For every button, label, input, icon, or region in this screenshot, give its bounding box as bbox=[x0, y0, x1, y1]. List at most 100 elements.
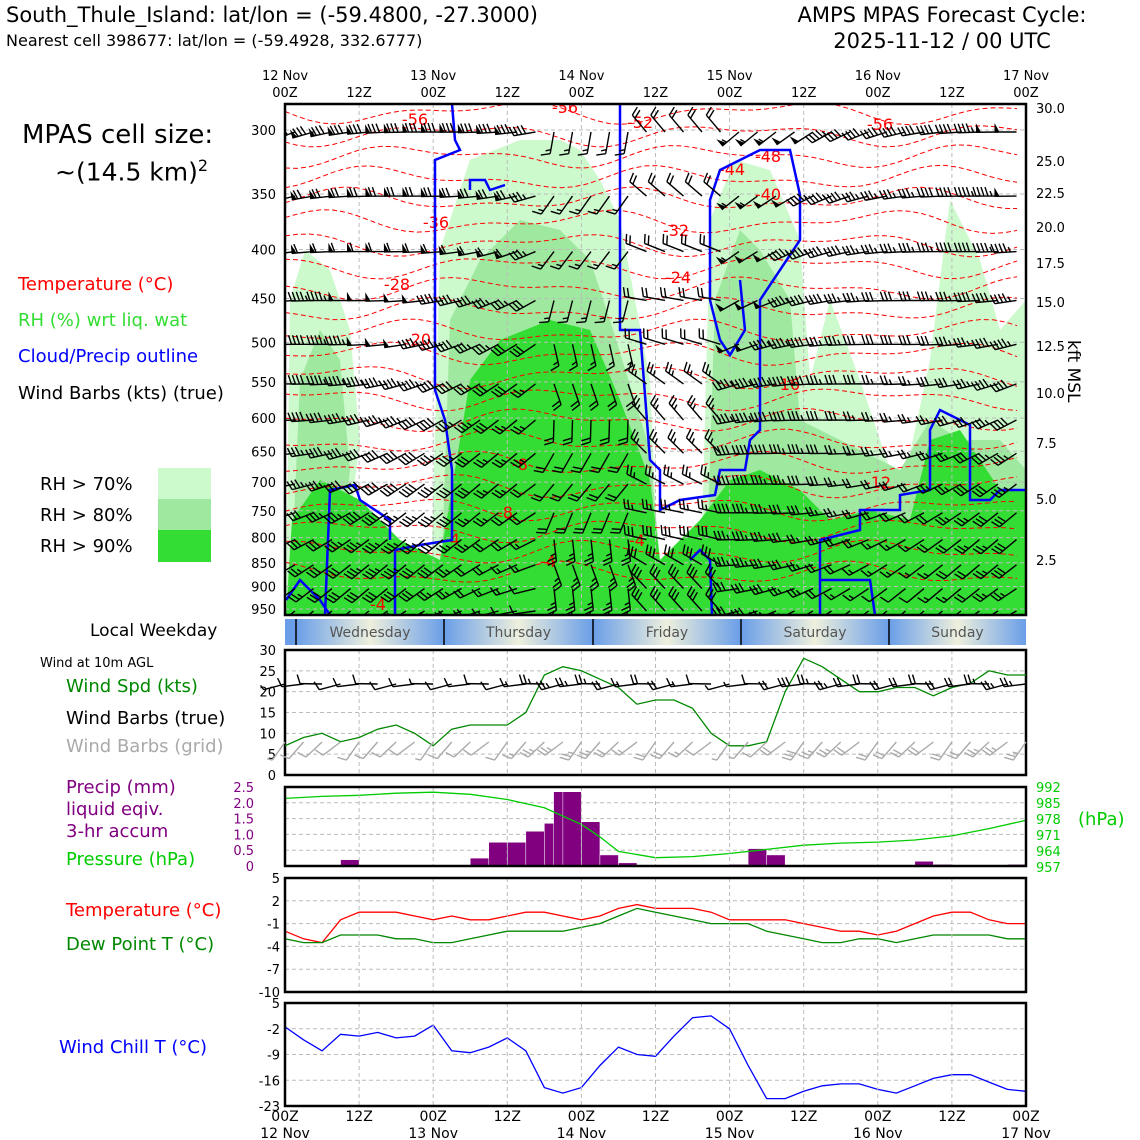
barb-full bbox=[668, 394, 675, 404]
barb-flag bbox=[975, 123, 982, 133]
barb-full bbox=[293, 538, 302, 547]
barb-full bbox=[337, 756, 347, 761]
barb-full bbox=[299, 374, 305, 385]
barb-half bbox=[587, 601, 593, 606]
upper-wind-barb bbox=[733, 342, 758, 353]
barb-full bbox=[590, 584, 599, 592]
barb-full bbox=[379, 489, 389, 497]
upper-wind-barb bbox=[822, 191, 851, 204]
barb-half bbox=[942, 596, 948, 601]
temp-tick-label: -7 bbox=[267, 963, 280, 978]
barb-flag bbox=[290, 244, 297, 254]
barb-staff bbox=[439, 195, 462, 198]
barb-full bbox=[828, 444, 833, 455]
barb-full bbox=[861, 374, 866, 385]
barb-full bbox=[826, 537, 834, 546]
barb-full bbox=[311, 189, 317, 199]
barb-half bbox=[784, 297, 790, 303]
barb-full bbox=[380, 548, 390, 555]
barb-full bbox=[494, 425, 504, 432]
barb-full bbox=[655, 591, 661, 601]
upper-axes: 3003504004505005506006507007508008509009… bbox=[251, 69, 1065, 618]
barb-full bbox=[823, 566, 831, 575]
barb-full bbox=[760, 338, 767, 348]
barb-full bbox=[441, 341, 449, 350]
barb-full bbox=[994, 545, 1004, 552]
barb-full bbox=[673, 569, 680, 579]
barb-half bbox=[628, 577, 634, 583]
top-hour-label: 00Z bbox=[272, 86, 298, 101]
barb-full bbox=[356, 123, 362, 134]
barb-full bbox=[790, 505, 796, 515]
barb-full bbox=[979, 338, 985, 348]
barb-staff bbox=[494, 741, 508, 761]
barb-half bbox=[689, 370, 693, 376]
barb-full bbox=[768, 475, 774, 485]
upper-wind-barb bbox=[753, 131, 777, 146]
barb-full bbox=[535, 681, 543, 691]
barb-full bbox=[842, 293, 848, 303]
windchill-panel: -23-16-9-25 bbox=[259, 997, 1028, 1115]
upper-wind-barb bbox=[305, 538, 333, 552]
barb-full bbox=[924, 187, 930, 197]
barb-full bbox=[767, 299, 775, 308]
upper-wind-barb bbox=[686, 563, 703, 590]
bottom-day-label: 16 Nov bbox=[853, 1126, 903, 1140]
upper-wind-barb bbox=[508, 605, 536, 615]
barb-half bbox=[686, 504, 689, 511]
barb-full bbox=[991, 548, 1000, 555]
barb-full bbox=[878, 543, 887, 552]
barb-full bbox=[804, 135, 813, 144]
wind-tick-label: 30 bbox=[259, 644, 276, 659]
barb-full bbox=[416, 593, 425, 601]
wind-speed-line bbox=[284, 657, 1026, 747]
barb-half bbox=[795, 589, 801, 595]
barb-full bbox=[970, 421, 979, 430]
barb-full bbox=[559, 756, 569, 761]
upper-wind-barb bbox=[823, 129, 851, 143]
upper-wind-barb bbox=[531, 251, 555, 270]
upper-wind-barb bbox=[604, 483, 629, 502]
top-day-label: 16 Nov bbox=[855, 69, 901, 84]
upper-wind-barb bbox=[787, 444, 814, 455]
upper-wind-barb bbox=[730, 377, 758, 390]
barb-full bbox=[635, 753, 646, 758]
barb-full bbox=[689, 589, 696, 598]
grid-wind-barb bbox=[741, 741, 768, 758]
barb-full bbox=[938, 336, 944, 346]
barb-full bbox=[786, 750, 796, 755]
barb-full bbox=[906, 242, 911, 253]
barb-half bbox=[885, 544, 891, 550]
barb-full bbox=[768, 377, 774, 387]
barb-full bbox=[495, 248, 503, 258]
barb-full bbox=[405, 543, 415, 550]
barb-full bbox=[972, 243, 977, 253]
barb-full bbox=[957, 593, 966, 601]
barb-half bbox=[929, 246, 934, 252]
barb-full bbox=[725, 503, 730, 513]
upper-wind-barb bbox=[287, 564, 314, 578]
barb-full bbox=[793, 295, 800, 305]
upper-wind-barb bbox=[508, 585, 536, 595]
upper-wind-barb bbox=[434, 381, 462, 395]
upper-wind-barb bbox=[953, 587, 980, 603]
barb-full bbox=[849, 244, 856, 255]
barb-full bbox=[965, 123, 971, 133]
barb-half bbox=[519, 389, 525, 394]
barb-full bbox=[456, 297, 464, 307]
upper-wind-barb bbox=[622, 287, 647, 302]
barb-full bbox=[919, 415, 926, 425]
barb-full bbox=[720, 556, 726, 566]
barb-full bbox=[879, 571, 888, 578]
barb-full bbox=[378, 420, 387, 429]
temperature-contour bbox=[285, 474, 1018, 499]
upper-wind-barb bbox=[953, 123, 980, 134]
upper-wind-barb bbox=[290, 189, 314, 201]
barb-half bbox=[729, 416, 734, 422]
barb-half bbox=[501, 425, 507, 430]
grid-wind-barb bbox=[462, 741, 490, 756]
upper-wind-barb bbox=[804, 129, 832, 144]
barb-full bbox=[943, 187, 948, 197]
barb-half bbox=[729, 380, 734, 387]
